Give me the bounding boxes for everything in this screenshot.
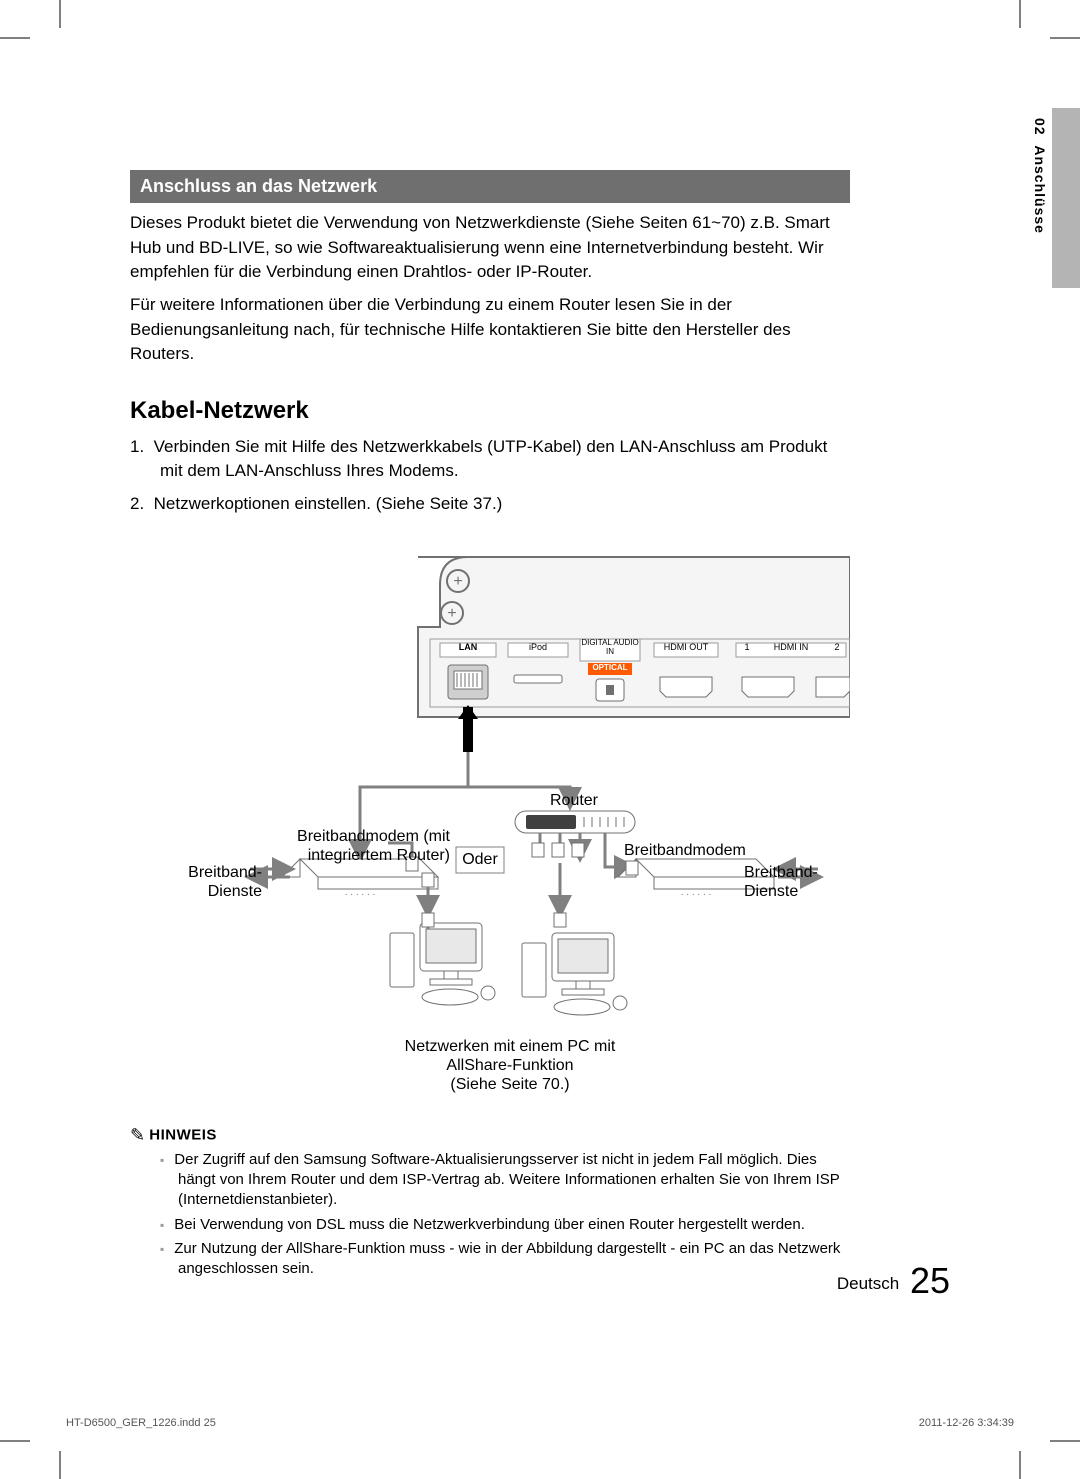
page-number-value: 25 [910,1260,950,1301]
network-diagram: + + [130,547,850,1107]
page-lang: Deutsch [837,1274,899,1293]
page-number: Deutsch 25 [837,1260,950,1302]
port-label-lan: LAN [443,642,493,653]
step-2: 2. Netzwerkoptionen einstellen. (Siehe S… [130,492,850,517]
note-item: Zur Nutzung der AllShare-Funktion muss -… [160,1239,850,1280]
chapter-label: 02 Anschlüsse [1032,118,1048,234]
step-1: 1. Verbinden Sie mit Hilfe des Netzwerkk… [130,435,850,484]
label-modem: Breitbandmodem [624,841,784,860]
intro-paragraph-2: Für weitere Informationen über die Verbi… [130,293,850,367]
svg-text:+: + [453,573,462,590]
port-label-hdmi-in-1: 1 [740,642,754,653]
note-item: Bei Verwendung von DSL muss die Netzwerk… [160,1215,850,1235]
label-pc-caption: Netzwerken mit einem PC mit AllShare-Fun… [360,1037,660,1095]
note-icon: ✎ [130,1125,145,1145]
svg-text:. . . . . .: . . . . . . [681,887,712,898]
svg-text:+: + [447,605,456,622]
subheading-kabel-netzwerk: Kabel-Netzwerk [130,397,850,425]
manual-page: 02 Anschlüsse Anschluss an das Netzwerk … [0,0,1080,1479]
page-content: Anschluss an das Netzwerk Dieses Produkt… [130,170,850,1283]
port-label-optical: OPTICAL [588,663,632,673]
label-router: Router [534,791,614,810]
footer-right: 2011-12-26 3:34:39 [919,1417,1014,1429]
note-heading: ✎ HINWEIS [130,1125,850,1146]
port-label-hdmi-out: HDMI OUT [654,642,718,653]
note-item: Der Zugriff auf den Samsung Software-Akt… [160,1150,850,1211]
port-label-hdmi-in: HDMI IN [766,642,816,653]
section-title-bar: Anschluss an das Netzwerk [130,170,850,203]
label-broadband-left: Breitband-Dienste [162,863,262,901]
port-label-hdmi-in-2: 2 [830,642,844,653]
intro-paragraph-1: Dieses Produkt bietet die Verwendung von… [130,211,850,285]
note-label: HINWEIS [149,1126,217,1143]
notes-list: Der Zugriff auf den Samsung Software-Akt… [160,1150,850,1280]
label-broadband-right: Breitband-Dienste [744,863,844,901]
footer-left: HT-D6500_GER_1226.indd 25 [66,1417,216,1429]
chapter-title: Anschlüsse [1032,145,1048,234]
svg-text:. . . . . .: . . . . . . [345,887,376,898]
steps-list: 1. Verbinden Sie mit Hilfe des Netzwerkk… [130,435,850,517]
port-label-digital: DIGITAL AUDIO IN [581,639,639,657]
label-modem-integrated: Breitbandmodem (mit integriertem Router) [250,827,450,865]
label-oder: Oder [456,850,504,869]
port-label-ipod: iPod [511,642,565,653]
chapter-tab [1052,108,1080,288]
diagram-svg: + + [130,547,850,1107]
chapter-number: 02 [1032,118,1048,136]
